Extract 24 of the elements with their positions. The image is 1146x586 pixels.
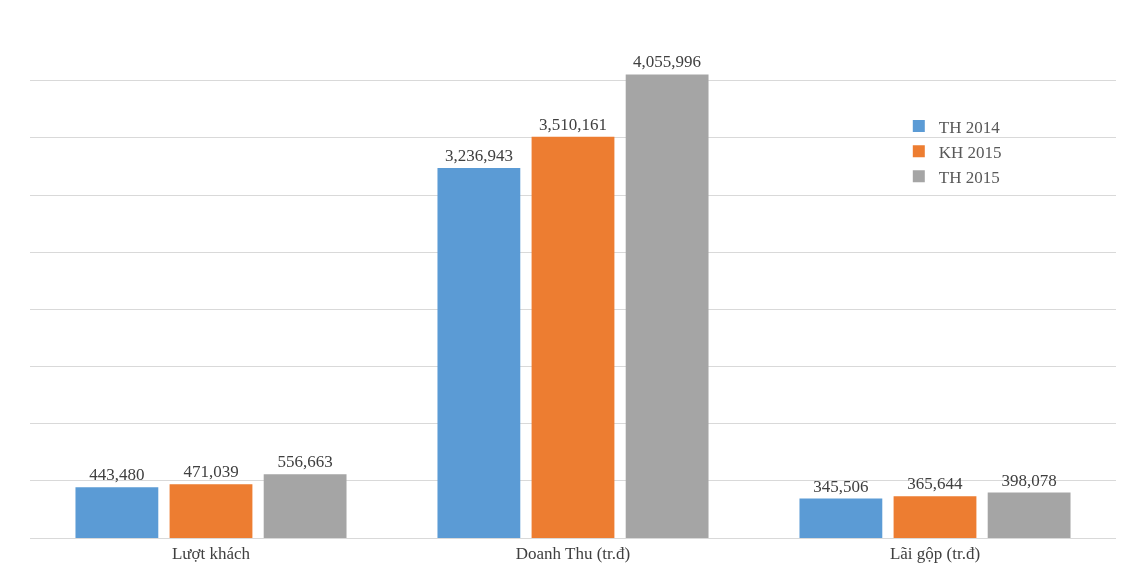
data-label: 345,506 bbox=[813, 476, 869, 496]
bar bbox=[625, 74, 709, 538]
bar bbox=[75, 487, 159, 538]
legend-label: TH 2014 bbox=[938, 117, 1001, 137]
bar bbox=[893, 496, 977, 538]
data-label: 3,510,161 bbox=[539, 114, 607, 134]
data-label: 471,039 bbox=[183, 462, 239, 482]
x-tick-label: Doanh Thu (tr.đ) bbox=[515, 544, 631, 564]
bar bbox=[437, 168, 521, 538]
data-label: 4,055,996 bbox=[633, 52, 702, 72]
legend-label: TH 2015 bbox=[938, 167, 1000, 187]
x-tick-label: Lãi gộp (tr.đ) bbox=[889, 544, 981, 564]
bar bbox=[531, 136, 615, 538]
data-label: 398,078 bbox=[1001, 470, 1057, 490]
bar bbox=[799, 498, 883, 538]
data-label: 443,480 bbox=[89, 465, 145, 485]
data-label: 365,644 bbox=[907, 474, 963, 494]
bar bbox=[263, 474, 347, 538]
bar bbox=[987, 492, 1071, 538]
data-label: 3,236,943 bbox=[444, 146, 513, 166]
legend-label: KH 2015 bbox=[938, 142, 1002, 162]
data-label: 556,663 bbox=[277, 452, 333, 472]
x-tick-label: Lượt khách bbox=[171, 544, 251, 564]
bar bbox=[169, 484, 253, 538]
